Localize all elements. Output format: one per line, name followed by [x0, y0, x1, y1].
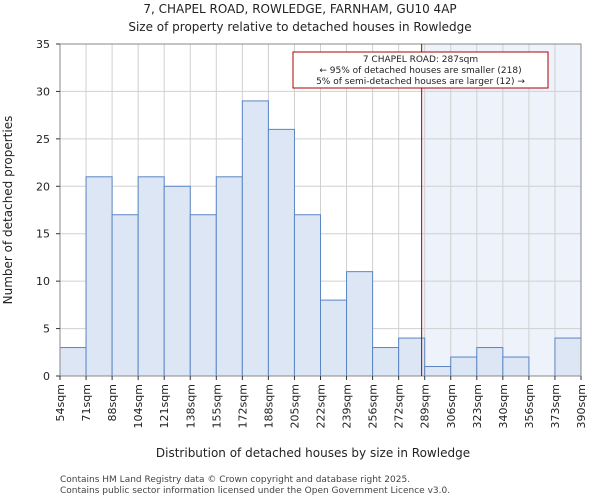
x-tick-label: 54sqm — [54, 384, 67, 421]
bar-138sqm — [189, 214, 217, 377]
x-tick-label: 256sqm — [367, 384, 380, 428]
x-tick-label: 121sqm — [158, 384, 171, 428]
y-tick-label: 25 — [36, 133, 50, 146]
y-axis-title: Number of detached properties — [1, 116, 15, 305]
annotation-line-1: 7 CHAPEL ROAD: 287sqm — [363, 55, 478, 65]
bar-172sqm — [241, 100, 269, 377]
x-tick-label: 172sqm — [236, 384, 249, 428]
x-tick-label: 155sqm — [210, 384, 223, 428]
bar-323sqm — [476, 347, 504, 377]
bar-121sqm — [163, 185, 191, 377]
y-tick-label: 5 — [43, 323, 50, 336]
bar-188sqm — [267, 128, 295, 377]
x-tick-label: 138sqm — [184, 384, 197, 428]
x-tick-label: 356sqm — [523, 384, 536, 428]
x-tick-label: 272sqm — [393, 384, 406, 428]
x-tick-label: 340sqm — [497, 384, 510, 428]
bar-306sqm — [450, 356, 478, 377]
annotation-border — [292, 51, 549, 89]
x-tick-label: 71sqm — [80, 384, 93, 421]
x-tick-label: 104sqm — [132, 384, 145, 428]
bar-88sqm — [111, 214, 139, 377]
highlight-region — [421, 44, 581, 376]
chart-title: 7, CHAPEL ROAD, ROWLEDGE, FARNHAM, GU10 … — [143, 2, 456, 16]
x-tick-label: 306sqm — [445, 384, 458, 428]
bar-239sqm — [346, 271, 374, 377]
bar-272sqm — [398, 337, 426, 377]
x-tick-label: 373sqm — [549, 384, 562, 428]
y-tick-label: 0 — [43, 370, 50, 383]
bar-104sqm — [137, 176, 165, 377]
bar-256sqm — [372, 347, 400, 377]
bar-222sqm — [320, 299, 348, 377]
bar-54sqm — [59, 347, 87, 377]
y-tick-label: 30 — [36, 85, 50, 98]
y-tick-label: 10 — [36, 275, 50, 288]
x-tick-label: 390sqm — [575, 384, 588, 428]
x-axis-ticks: 54sqm 71sqm 88sqm 104sqm 121sqm 138sqm 155sqm 1… — [54, 376, 588, 428]
bar-71sqm — [85, 176, 113, 377]
footer-line-1: Contains HM Land Registry data © Crown c… — [60, 475, 410, 485]
bars — [59, 100, 582, 377]
y-tick-label: 15 — [36, 228, 50, 241]
x-tick-label: 205sqm — [288, 384, 301, 428]
annotation-line-2: ← 95% of detached houses are smaller (21… — [319, 66, 521, 76]
bar-340sqm — [502, 356, 530, 377]
chart-subtitle: Size of property relative to detached ho… — [128, 20, 471, 34]
x-axis-title: Distribution of detached houses by size … — [156, 446, 470, 460]
bar-373sqm — [554, 337, 582, 377]
bar-205sqm — [293, 214, 322, 377]
y-axis-ticks: 0 5 10 15 20 25 30 35 — [36, 38, 60, 383]
y-tick-label: 35 — [36, 38, 50, 51]
annotation-line-3: 5% of semi-detached houses are larger (1… — [316, 77, 525, 87]
y-tick-label: 20 — [36, 180, 50, 193]
bar-289sqm — [424, 366, 452, 377]
x-tick-label: 239sqm — [341, 384, 354, 428]
x-tick-label: 222sqm — [315, 384, 328, 428]
x-tick-label: 88sqm — [106, 384, 119, 421]
x-tick-label: 289sqm — [419, 384, 432, 428]
x-tick-label: 323sqm — [471, 384, 484, 428]
bar-155sqm — [215, 176, 243, 377]
x-tick-label: 188sqm — [262, 384, 275, 428]
annotation-box: 7 CHAPEL ROAD: 287sqm ← 95% of detached … — [292, 51, 549, 89]
footer-line-2: Contains public sector information licen… — [60, 486, 450, 496]
